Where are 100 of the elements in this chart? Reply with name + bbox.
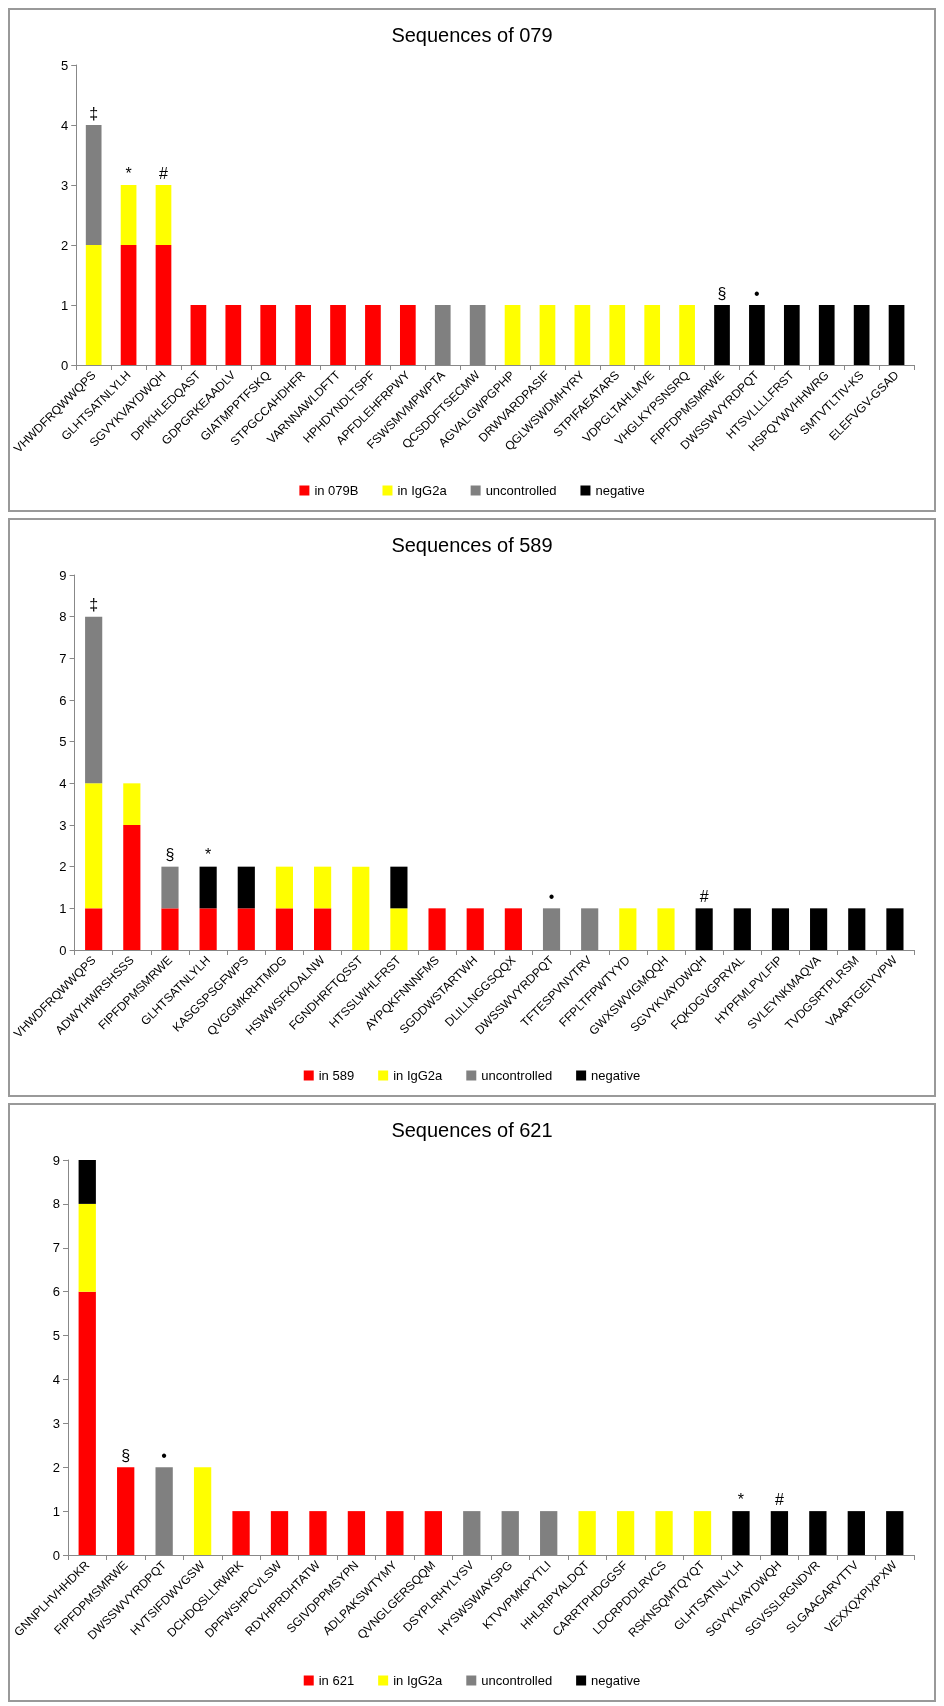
y-tick-label: 9 — [59, 567, 67, 583]
bar — [123, 825, 141, 950]
bar — [399, 305, 416, 365]
annotation: * — [125, 164, 132, 182]
bar — [237, 866, 255, 909]
bar — [714, 305, 730, 365]
bar — [78, 1203, 96, 1292]
legend-label: in IgG2a — [393, 1673, 444, 1688]
bar — [504, 908, 522, 950]
bar — [78, 1291, 96, 1555]
bar — [386, 1511, 404, 1555]
annotation: § — [121, 1446, 131, 1464]
bar — [886, 908, 904, 950]
y-tick-label: 2 — [60, 237, 69, 253]
bar — [155, 245, 172, 365]
y-tick-label: 8 — [52, 1196, 61, 1212]
y-tick-label: 2 — [59, 859, 67, 875]
bar — [818, 305, 835, 365]
y-tick-label: 1 — [60, 297, 69, 313]
annotation: * — [737, 1490, 745, 1508]
bar — [190, 305, 207, 365]
y-tick-label: 4 — [59, 775, 67, 791]
bar — [732, 1511, 750, 1555]
bar — [123, 783, 141, 825]
y-tick-label: 6 — [52, 1284, 61, 1300]
bar — [155, 185, 172, 245]
y-tick-label: 5 — [52, 1328, 61, 1344]
bar — [609, 305, 626, 365]
y-tick-label: 4 — [52, 1371, 61, 1387]
bar — [783, 305, 800, 365]
legend-label: negative — [591, 1673, 641, 1688]
bar — [770, 1511, 789, 1555]
bar — [771, 908, 790, 950]
bar — [120, 185, 137, 245]
legend-label: in 621 — [318, 1673, 355, 1688]
bar — [539, 305, 556, 365]
bar — [657, 908, 675, 950]
y-tick-label: 7 — [52, 1240, 61, 1256]
bar — [574, 305, 591, 365]
bar — [314, 908, 332, 950]
bar — [424, 1511, 442, 1555]
bar — [295, 305, 311, 365]
bar — [809, 1511, 827, 1555]
legend-label: uncontrolled — [481, 1673, 553, 1688]
bar — [199, 866, 217, 909]
y-tick-label: 5 — [59, 734, 67, 750]
y-tick-label: 1 — [59, 900, 67, 916]
annotation: ‡ — [89, 596, 99, 614]
bar — [193, 1467, 212, 1555]
y-tick-label: 4 — [60, 117, 69, 133]
bar — [275, 866, 294, 909]
bar — [466, 908, 484, 950]
chart-title: Sequences of 589 — [391, 534, 553, 556]
annotation: § — [717, 284, 727, 302]
bar — [616, 1511, 635, 1555]
bar — [853, 305, 870, 365]
y-tick-label: 3 — [59, 817, 67, 833]
chart-title: Sequences of 621 — [391, 1119, 553, 1141]
bar — [85, 783, 103, 909]
bar — [270, 1511, 289, 1555]
annotation: # — [774, 1490, 784, 1508]
y-tick-label: 0 — [60, 357, 69, 373]
bar — [85, 245, 102, 365]
annotation: • — [161, 1446, 167, 1464]
bar — [390, 866, 408, 909]
bar — [225, 305, 242, 365]
bar — [693, 1511, 712, 1555]
legend-label: in 079B — [314, 483, 359, 498]
bar — [85, 908, 103, 950]
y-tick-label: 5 — [60, 57, 69, 73]
y-tick-label: 3 — [52, 1415, 61, 1431]
bar — [85, 125, 102, 245]
bar — [749, 305, 765, 365]
bar — [695, 908, 713, 950]
bar — [161, 908, 179, 950]
bar — [619, 908, 637, 950]
y-tick-label: 0 — [59, 942, 67, 958]
bar — [347, 1511, 366, 1555]
legend-label: uncontrolled — [481, 1068, 553, 1083]
bar — [655, 1511, 673, 1555]
bar — [679, 305, 695, 365]
chart-title: Sequences of 079 — [391, 24, 553, 46]
legend-label: negative — [591, 1068, 641, 1083]
bar — [237, 908, 255, 950]
bar — [888, 305, 905, 365]
bar — [309, 1511, 327, 1555]
bar — [78, 1160, 96, 1204]
bar — [578, 1511, 596, 1555]
bar — [644, 305, 661, 365]
bar — [199, 908, 217, 950]
legend-label: negative — [595, 483, 645, 498]
bar — [390, 908, 408, 950]
bar — [330, 305, 346, 365]
bar — [314, 866, 332, 909]
legend-label: in IgG2a — [393, 1068, 444, 1083]
bar — [428, 908, 446, 950]
bar — [275, 908, 294, 950]
bar — [886, 1511, 904, 1555]
annotation: • — [754, 284, 760, 302]
bar — [232, 1511, 250, 1555]
